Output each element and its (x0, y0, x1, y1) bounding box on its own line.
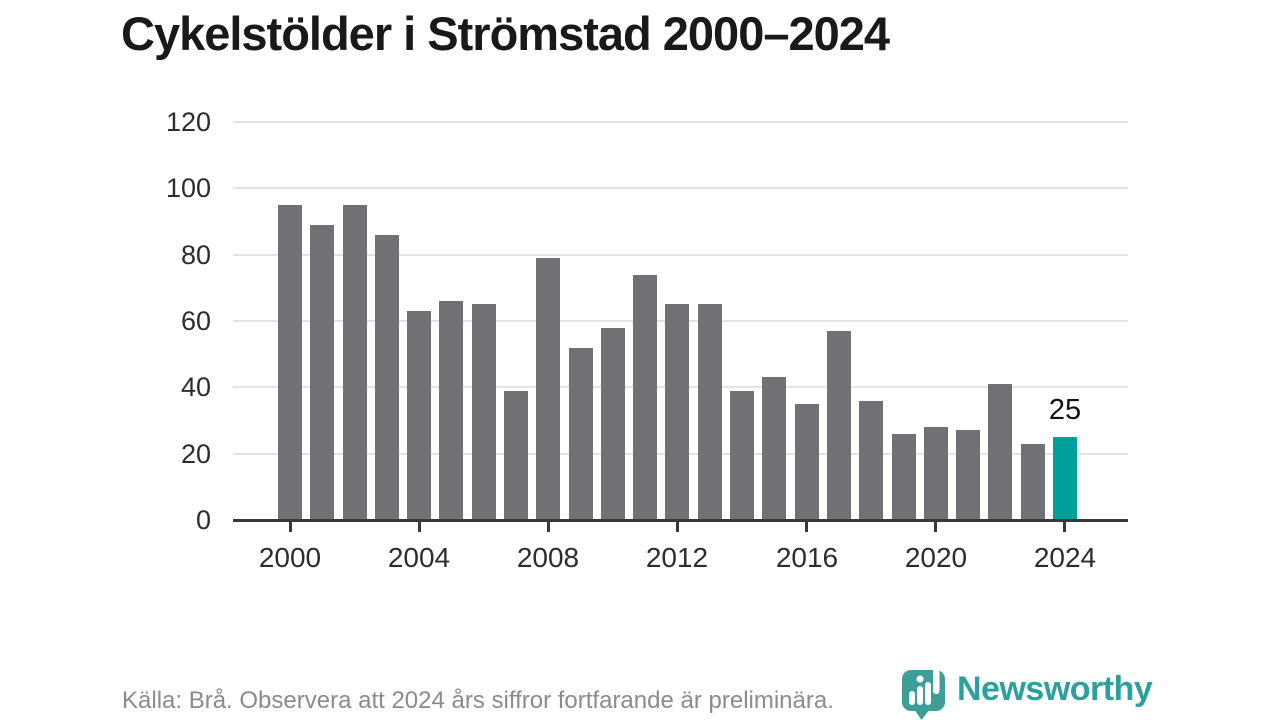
bar-2024-highlighted (1053, 437, 1077, 520)
x-axis-tick-2020 (934, 522, 937, 532)
y-axis-label-20: 20 (180, 438, 211, 469)
x-axis-tick-label-2000: 2000 (258, 542, 322, 573)
x-axis-tick-label-2008: 2008 (516, 542, 580, 573)
bar-2016 (795, 404, 819, 520)
gridline-80 (233, 253, 1128, 256)
y-axis-label-120: 120 (165, 107, 211, 138)
bar-2003 (375, 235, 399, 520)
newsworthy-icon (902, 667, 945, 720)
bar-2007 (504, 391, 528, 520)
x-axis-tick-label-2012: 2012 (645, 542, 709, 573)
y-axis-label-80: 80 (180, 239, 211, 270)
bar-2009 (569, 348, 593, 520)
bar-2015 (762, 377, 786, 520)
y-axis-label-0: 0 (195, 505, 211, 535)
bar-2022 (988, 384, 1012, 520)
bar-2001 (310, 225, 334, 520)
source-note: Källa: Brå. Observera att 2024 års siffr… (122, 687, 834, 714)
value-label-2024: 25 (1048, 394, 1082, 426)
bar-2019 (892, 434, 916, 520)
bar-2008 (536, 258, 560, 520)
x-axis-tick-2004 (418, 522, 421, 532)
bar-2011 (633, 275, 657, 520)
gridline-120 (233, 121, 1128, 124)
x-axis-tick-2012 (676, 522, 679, 532)
bar-2014 (730, 391, 754, 520)
bar-2006 (472, 304, 496, 520)
bar-2021 (956, 430, 980, 520)
y-axis-label-40: 40 (180, 372, 211, 403)
bar-2023 (1021, 444, 1045, 520)
x-axis-tick-2016 (805, 522, 808, 532)
bar-2010 (601, 328, 625, 520)
bar-2017 (827, 331, 851, 520)
newsworthy-wordmark: Newsworthy (957, 670, 1153, 708)
bar-2000 (278, 205, 302, 520)
bar-2012 (665, 304, 689, 520)
x-axis-tick-label-2020: 2020 (904, 542, 968, 573)
x-axis-line (233, 519, 1128, 522)
x-axis-tick-label-2024: 2024 (1033, 542, 1097, 573)
x-axis-tick-2008 (547, 522, 550, 532)
gridline-100 (233, 187, 1128, 190)
bar-2005 (439, 301, 463, 520)
bar-2002 (343, 205, 367, 520)
y-axis-label-60: 60 (180, 306, 211, 336)
x-axis-tick-2000 (289, 522, 292, 532)
x-axis-tick-2024 (1063, 522, 1066, 532)
bar-2018 (859, 401, 883, 520)
x-axis-tick-label-2004: 2004 (387, 542, 451, 573)
y-axis-label-100: 100 (165, 173, 211, 204)
x-axis-tick-label-2016: 2016 (775, 542, 839, 573)
bar-2020 (924, 427, 948, 520)
bar-2004 (407, 311, 431, 520)
bar-2013 (698, 304, 722, 520)
chart-title: Cykelstölder i Strömstad 2000–2024 (121, 7, 890, 60)
